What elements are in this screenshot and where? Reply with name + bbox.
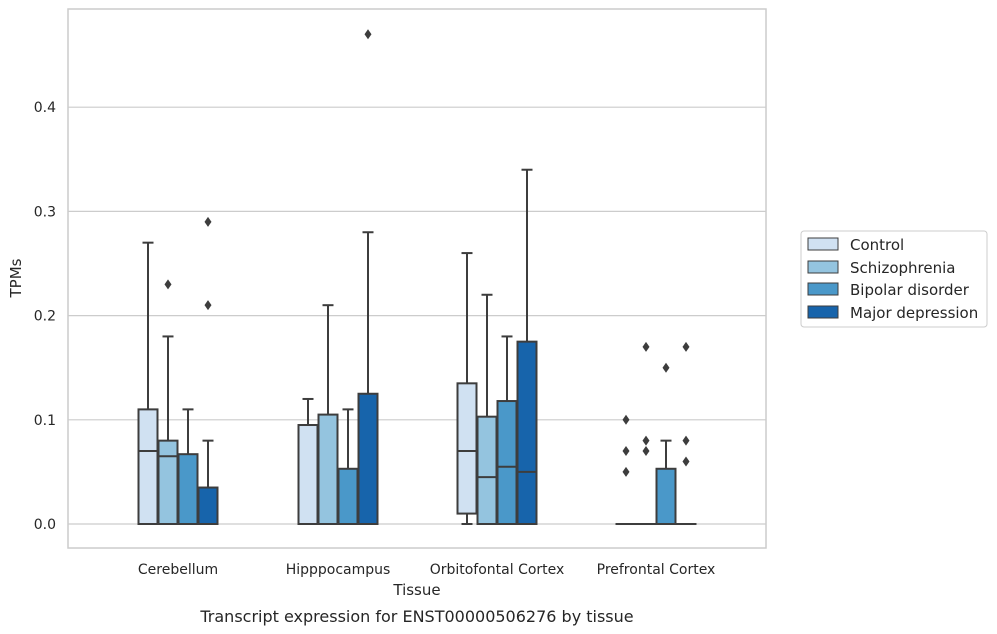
- y-tick-labels: 0.0 0.1 0.2 0.3 0.4: [34, 100, 56, 533]
- outlier-point: [682, 456, 690, 467]
- outlier-point: [642, 341, 650, 352]
- box-body: [157, 439, 179, 526]
- box-control-0: [137, 241, 159, 526]
- y-tick-label: 0.2: [34, 309, 56, 325]
- box-bipolar-disorder-1: [337, 408, 359, 525]
- outlier-point: [642, 435, 650, 446]
- box-control-1: [297, 397, 319, 526]
- plot-frame: [67, 8, 767, 549]
- outlier-point: [164, 279, 172, 290]
- x-tick-labels: Cerebellum Hipppocampus Orbitofontal Corte…: [138, 562, 715, 578]
- outlier-point: [682, 341, 690, 352]
- box-body: [297, 424, 319, 526]
- legend-swatch-schizophrenia: [807, 260, 839, 274]
- box-schizophrenia-1: [317, 304, 339, 525]
- box-control-3: [615, 414, 637, 526]
- box-body: [496, 400, 518, 526]
- y-axis-title: TPMs: [7, 258, 25, 298]
- x-tick-label: Cerebellum: [138, 562, 218, 578]
- outlier-point: [622, 446, 630, 457]
- box-body: [456, 382, 478, 515]
- legend-frame: [800, 230, 988, 328]
- outlier-point: [204, 216, 212, 227]
- box-major-depression-1: [357, 29, 379, 525]
- legend-swatch-major-depression: [807, 305, 839, 319]
- box-bipolar-disorder-2: [496, 335, 518, 526]
- legend-label-schizophrenia: Schizophrenia: [850, 259, 955, 277]
- box-schizophrenia-2: [476, 293, 498, 526]
- box-body: [476, 415, 498, 526]
- outlier-point: [204, 300, 212, 311]
- box-major-depression-3: [675, 341, 697, 526]
- box-control-2: [456, 252, 478, 525]
- box-body: [516, 340, 538, 525]
- box-plot-boxes: [137, 29, 697, 526]
- legend-label-bipolar-disorder: Bipolar disorder: [850, 281, 970, 299]
- box-bipolar-disorder-3: [655, 362, 677, 525]
- box-major-depression-2: [516, 168, 538, 525]
- y-tick-label: 0.1: [34, 413, 56, 429]
- outlier-point: [622, 414, 630, 425]
- y-tick-label: 0.0: [34, 517, 56, 533]
- outlier-point: [622, 466, 630, 477]
- outlier-point: [364, 29, 372, 40]
- chart-caption: Transcript expression for ENST0000050627…: [199, 607, 633, 626]
- box-body: [197, 486, 219, 525]
- legend-swatch-control: [807, 237, 839, 251]
- box-body: [317, 413, 339, 525]
- box-bipolar-disorder-0: [177, 408, 199, 526]
- legend-label-major-depression: Major depression: [850, 304, 978, 322]
- box-body: [177, 453, 199, 526]
- y-tick-label: 0.3: [34, 204, 56, 220]
- box-body: [655, 467, 677, 525]
- box-schizophrenia-3: [635, 341, 657, 526]
- x-tick-label: Orbitofontal Cortex: [430, 562, 565, 578]
- outlier-point: [662, 362, 670, 373]
- y-tick-label: 0.4: [34, 100, 56, 116]
- outlier-point: [682, 435, 690, 446]
- box-body: [337, 467, 359, 525]
- legend: Control Schizophrenia Bipolar disorder M…: [800, 230, 988, 328]
- outlier-point: [642, 446, 650, 457]
- legend-swatch-bipolar-disorder: [807, 282, 839, 296]
- box-body: [357, 392, 379, 525]
- legend-label-control: Control: [850, 236, 904, 254]
- box-major-depression-0: [197, 216, 219, 525]
- box-body: [137, 408, 159, 526]
- x-axis-title: Tissue: [392, 581, 440, 599]
- x-tick-label: Hipppocampus: [286, 562, 391, 578]
- x-tick-label: Prefrontal Cortex: [597, 562, 716, 578]
